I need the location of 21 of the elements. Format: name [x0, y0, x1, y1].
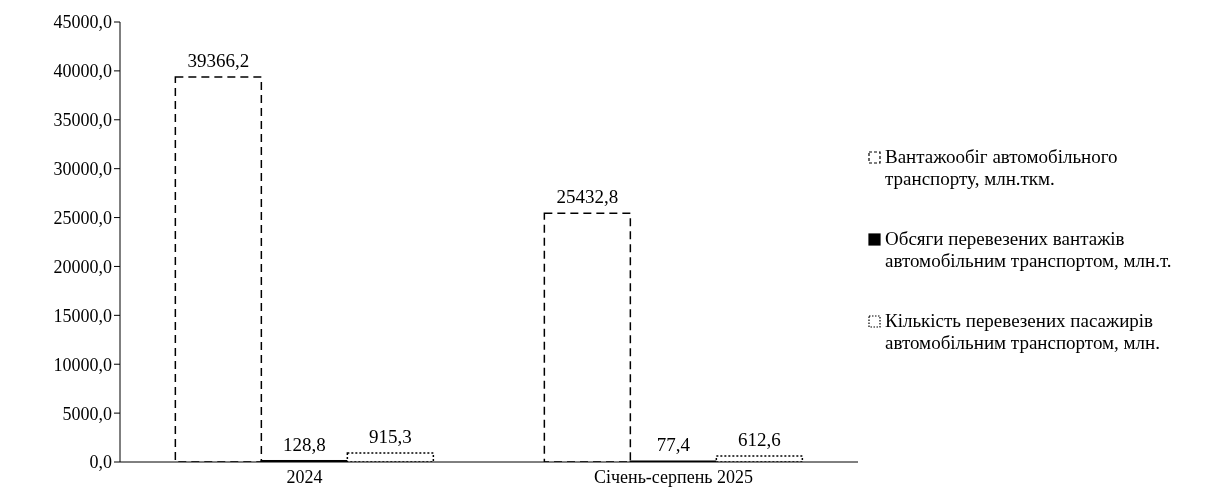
legend-label: Обсяги перевезених вантажів автомобільним транспортом, млн.т.	[885, 228, 1173, 272]
y-tick-label: 40000,0	[53, 61, 112, 82]
x-tick-label: 2024	[286, 466, 323, 487]
data-label: 128,8	[282, 433, 326, 455]
data-label: 915,3	[368, 426, 412, 448]
y-tick-label: 35000,0	[53, 110, 112, 131]
y-tick-label: 20000,0	[53, 256, 112, 277]
y-tick-label: 5000,0	[62, 403, 112, 424]
y-tick-label: 45000,0	[53, 12, 112, 33]
data-label: 39366,2	[187, 50, 250, 72]
data-label: 25432,8	[556, 186, 619, 208]
y-tick-label: 30000,0	[53, 159, 112, 180]
legend-label: Кількість перевезених пасажирів автомобільним транспортом, млн.	[885, 310, 1161, 354]
y-tick-label: 25000,0	[53, 207, 112, 228]
legend-label: Вантажообіг автомобільного транспорту, млн.ткм.	[885, 146, 1119, 190]
y-tick-label: 10000,0	[53, 354, 112, 375]
data-label: 612,6	[737, 429, 781, 451]
y-tick-label: 0,0	[89, 452, 112, 473]
x-tick-label: Січень-серпень 2025	[593, 466, 754, 487]
y-tick-label: 15000,0	[53, 305, 112, 326]
data-label: 77,4	[656, 434, 691, 456]
